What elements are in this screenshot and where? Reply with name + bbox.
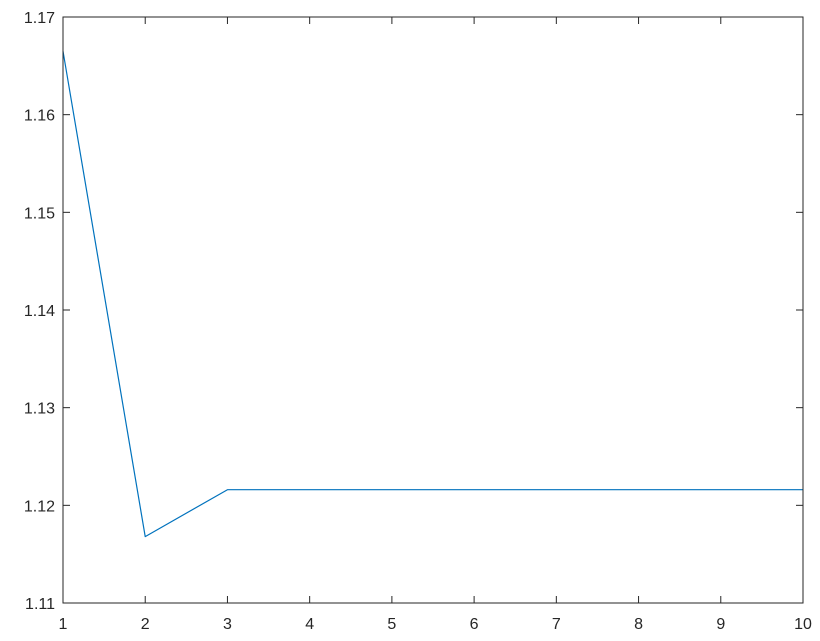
x-tick-label: 7 (552, 616, 561, 633)
x-tick-label: 10 (794, 616, 812, 633)
x-tick-label: 6 (470, 616, 479, 633)
y-tick-label: 1.16 (24, 108, 55, 125)
x-tick-label: 1 (59, 616, 68, 633)
series-line-1 (62, 51, 803, 538)
x-tick-label: 5 (387, 616, 396, 633)
y-tick-label: 1.11 (25, 596, 55, 613)
x-tick-label: 2 (141, 616, 150, 633)
y-tick-label: 1.15 (24, 205, 55, 222)
y-tick-label: 1.13 (24, 401, 55, 418)
plot-area (63, 17, 803, 603)
y-tick-label: 1.17 (24, 10, 55, 27)
x-tick-label: 3 (223, 616, 232, 633)
y-tick-label: 1.12 (24, 498, 55, 515)
y-tick-label: 1.14 (24, 303, 55, 320)
x-tick-label: 4 (305, 616, 314, 633)
x-tick-label: 8 (634, 616, 643, 633)
x-tick-label: 9 (716, 616, 725, 633)
